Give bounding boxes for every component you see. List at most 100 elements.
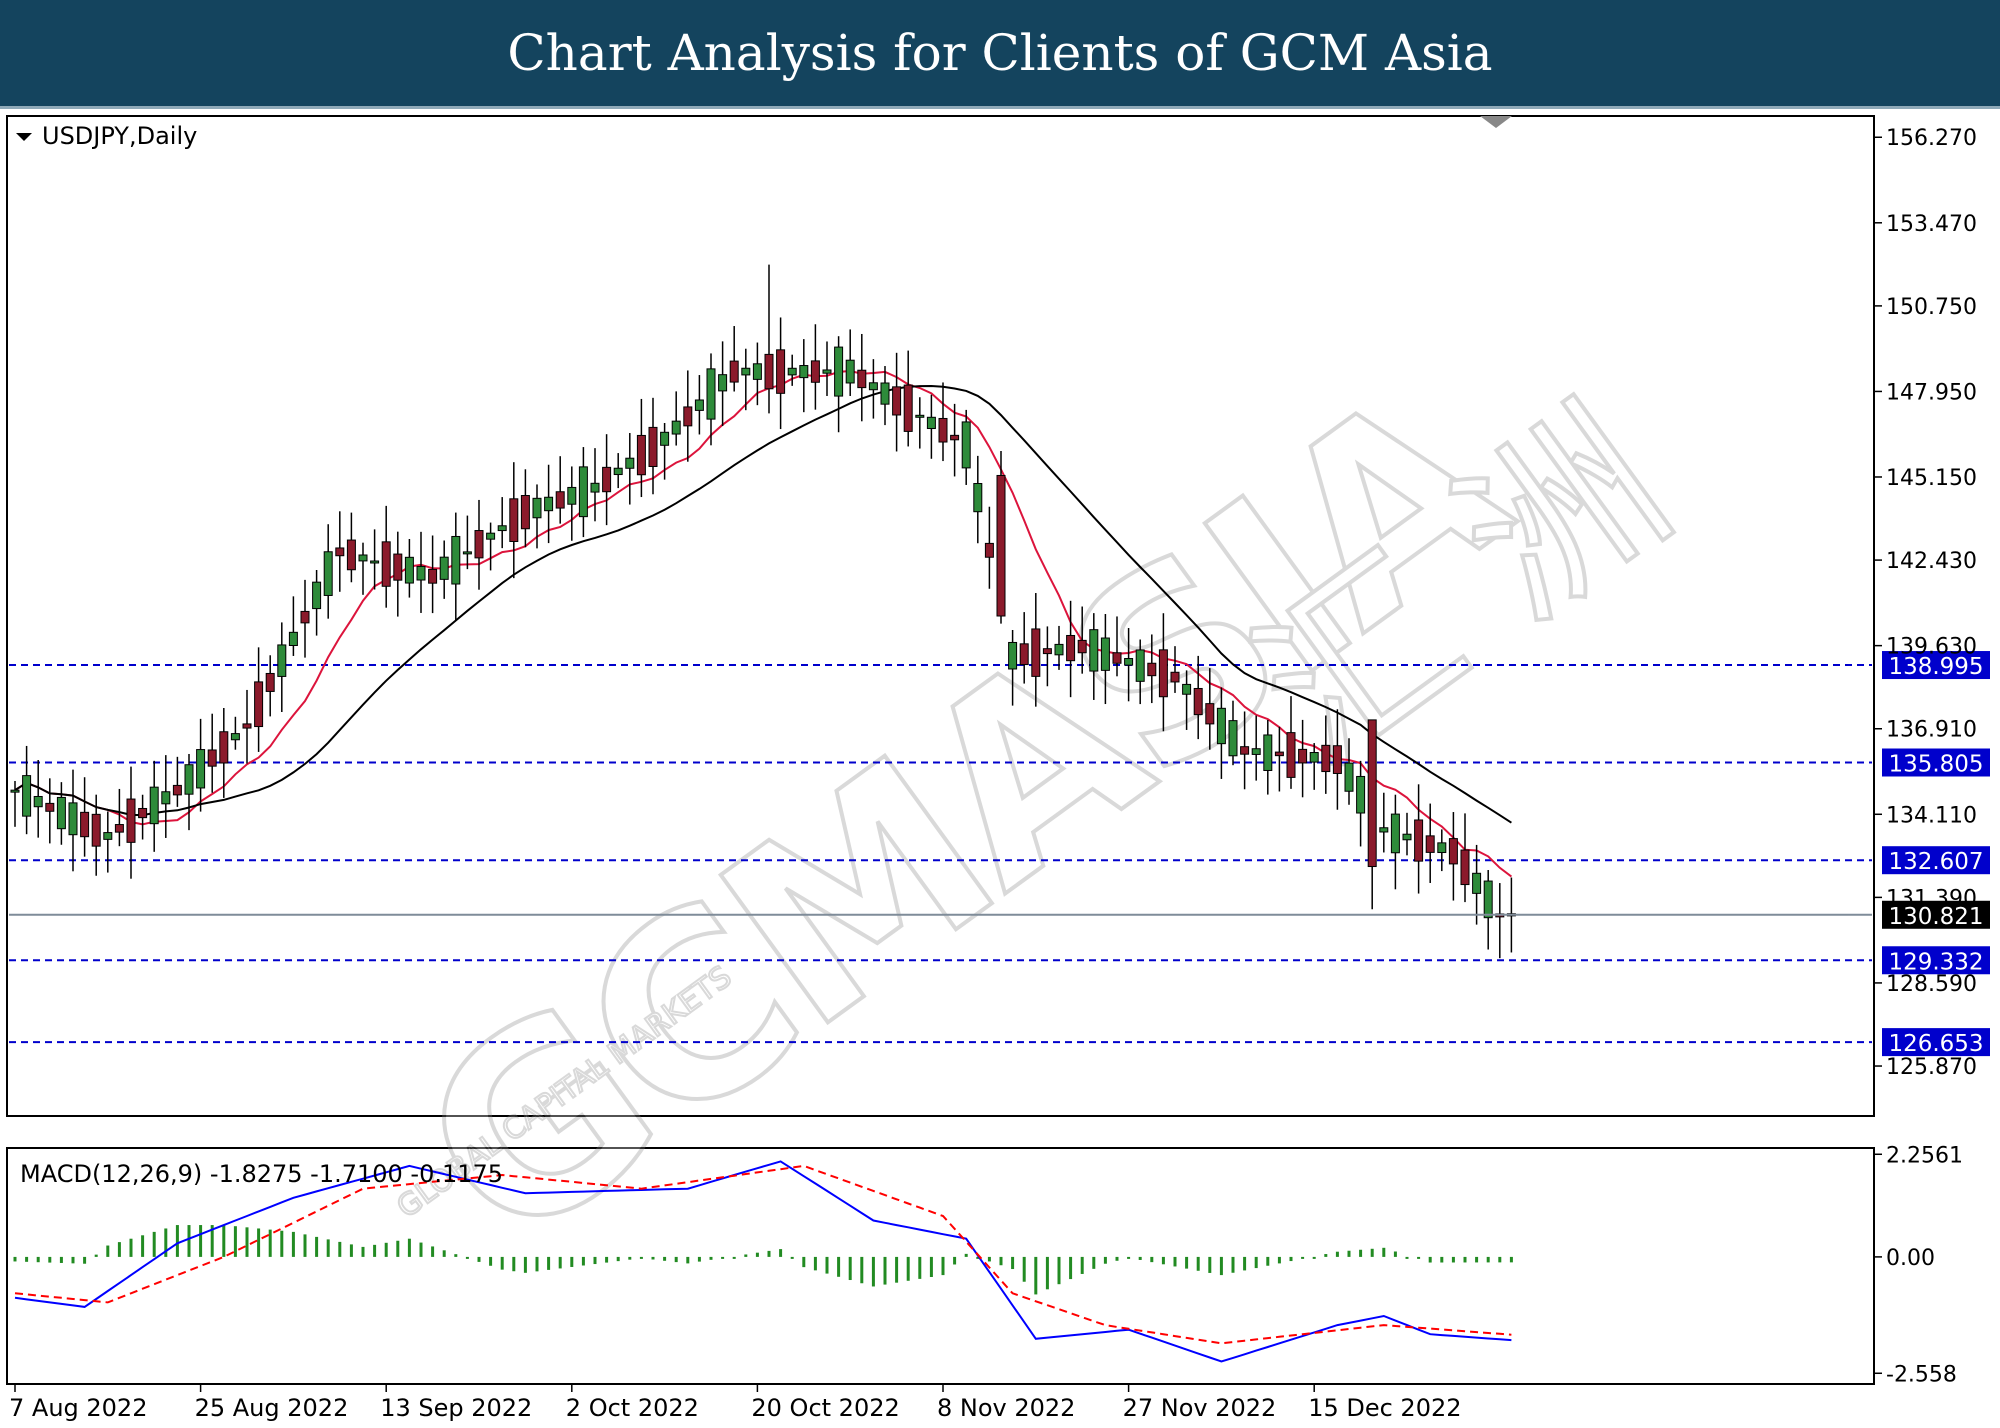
price-tick-label-1: 153.470 (1886, 212, 1977, 237)
candle-body (497, 525, 507, 532)
candle-body (219, 731, 229, 764)
symbol-header[interactable]: USDJPY,Daily (16, 116, 1512, 150)
price-tick-label-4: 145.150 (1886, 466, 1977, 491)
candle-body (578, 466, 588, 518)
page-title: Chart Analysis for Clients of GCM Asia (507, 24, 1493, 82)
candle-body (520, 495, 530, 530)
candle-28 (335, 511, 345, 592)
level-tag-label-1: 135.805 (1888, 751, 1983, 777)
macd-tick-label-2: -2.558 (1886, 1362, 1957, 1387)
main-panel (6, 115, 1875, 1117)
candle-38 (451, 512, 461, 621)
candle-body (567, 486, 577, 505)
candles (10, 264, 1516, 959)
candle-15 (184, 753, 194, 831)
date-tick-label-1: 25 Aug 2022 (195, 1394, 349, 1422)
shift-marker-icon (1480, 116, 1512, 128)
candle-58 (683, 370, 693, 462)
candle-60 (706, 353, 716, 446)
candle-body (718, 374, 728, 392)
candle-body (428, 568, 438, 584)
candle-17 (207, 713, 217, 793)
candle-19 (230, 716, 240, 750)
candle-68 (799, 339, 809, 413)
candle-body (1309, 752, 1319, 763)
date-tick-label-0: 7 Aug 2022 (9, 1394, 147, 1422)
price-tick-label-9: 131.390 (1886, 886, 1977, 911)
candle-98 (1147, 634, 1157, 704)
candle-body (544, 496, 554, 512)
candle-body (1274, 751, 1284, 757)
candle-74 (868, 359, 878, 419)
candle-body (1100, 637, 1110, 671)
candle-121 (1414, 784, 1424, 894)
price-chart[interactable]: GCMASIA GLOBAL CAPITAL MARKETS 汇 洲 138.9… (0, 110, 2000, 1428)
current-price-label: 130.821 (1888, 904, 1983, 930)
candle-112 (1309, 743, 1319, 790)
dropdown-triangle-icon[interactable] (16, 133, 32, 141)
candle-47 (555, 456, 565, 524)
candle-body (1321, 744, 1331, 773)
candle-69 (810, 324, 820, 410)
candle-body (1483, 880, 1493, 919)
candle-body (404, 556, 414, 584)
candle-71 (834, 336, 844, 433)
candle-36 (428, 535, 438, 614)
candle-10 (126, 766, 136, 879)
candle-54 (636, 398, 646, 498)
candle-body (1298, 748, 1308, 764)
date-tick-label-3: 2 Oct 2022 (566, 1394, 699, 1422)
candle-body (996, 474, 1006, 617)
candle-body (1390, 813, 1400, 854)
candle-body (1135, 649, 1145, 682)
candle-body (265, 672, 275, 692)
candle-body (149, 786, 159, 825)
date-tick-label-7: 15 Dec 2022 (1308, 1394, 1461, 1422)
macd-line (14, 1160, 1512, 1363)
candle-84 (984, 506, 994, 589)
candle-body (764, 353, 774, 390)
price-tick-label-3: 147.950 (1886, 380, 1977, 405)
candle-85 (996, 451, 1006, 624)
candle-9 (114, 788, 124, 847)
candle-body (671, 420, 681, 435)
candle-11 (138, 794, 148, 840)
candle-14 (172, 756, 182, 807)
candle-body (845, 359, 855, 384)
candle-45 (532, 484, 542, 549)
candle-67 (787, 354, 797, 386)
candle-89 (1042, 626, 1052, 687)
candle-body (1066, 634, 1076, 662)
macd-indicator: MACD(12,26,9) -1.8275 -1.7100 -0.1175 2.2… (13, 1143, 1963, 1387)
symbol-label: USDJPY,Daily (42, 122, 197, 150)
candle-body (1158, 649, 1168, 698)
candle-body (776, 349, 786, 394)
candle-body (1402, 833, 1412, 841)
candle-32 (381, 505, 391, 608)
current-price-line: 130.821 (9, 900, 1990, 930)
candle-27 (323, 524, 333, 619)
date-tick-label-4: 20 Oct 2022 (751, 1394, 899, 1422)
candle-31 (370, 529, 380, 590)
candle-96 (1124, 628, 1134, 702)
candle-7 (91, 794, 101, 876)
candle-body (822, 369, 832, 374)
candle-body (752, 363, 762, 380)
candle-26 (312, 569, 322, 636)
candle-body (729, 360, 739, 383)
candle-118 (1379, 792, 1389, 853)
level-tag-1 (1882, 748, 1990, 777)
candle-body (973, 483, 983, 513)
candle-body (602, 466, 612, 493)
price-tick-label-6: 139.630 (1886, 635, 1977, 660)
candle-body (1379, 827, 1389, 833)
candle-3 (45, 778, 55, 844)
candle-body (1147, 662, 1157, 677)
level-tag-2 (1882, 846, 1990, 875)
candle-76 (892, 352, 902, 452)
candle-body (1228, 720, 1238, 757)
candle-40 (474, 499, 484, 590)
candle-body (984, 542, 994, 558)
candle-77 (903, 350, 913, 447)
candle-body (138, 807, 148, 819)
